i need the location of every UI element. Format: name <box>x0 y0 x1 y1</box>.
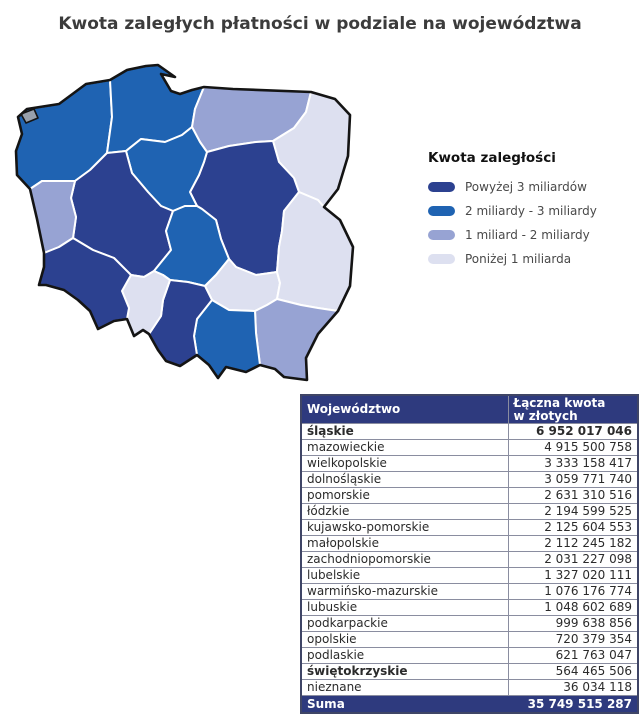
legend-item-label: 1 miliard - 2 miliardy <box>465 228 590 242</box>
legend-title: Kwota zaległości <box>428 150 556 166</box>
table-row: wielkopolskie 3 333 158 417 <box>300 455 639 472</box>
amount-cell: 999 638 856 <box>507 615 639 632</box>
table-row: kujawsko-pomorskie 2 125 604 553 <box>300 519 639 536</box>
table-row: łódzkie 2 194 599 525 <box>300 503 639 520</box>
table-row: zachodniopomorskie 2 031 227 098 <box>300 551 639 568</box>
region-cell: pomorskie <box>300 487 509 504</box>
header-amount-line2: w złotych <box>513 408 578 423</box>
country-outline <box>14 63 355 382</box>
amount-cell: 720 379 354 <box>507 631 639 648</box>
legend-item: Poniżej 1 miliarda <box>428 247 638 271</box>
amount-cell: 1 048 602 689 <box>507 599 639 616</box>
amount-cell: 2 631 310 516 <box>507 487 639 504</box>
island-uznam <box>20 108 39 124</box>
region-cell: kujawsko-pomorskie <box>300 519 509 536</box>
region-cell: dolnośląskie <box>300 471 509 488</box>
legend-item: 2 miliardy - 3 miliardy <box>428 199 638 223</box>
amount-cell: 1 327 020 111 <box>507 567 639 584</box>
region-cell: łódzkie <box>300 503 509 520</box>
table-suma-row: Suma 35 749 515 287 <box>300 695 639 714</box>
table-row: lubuskie 1 048 602 689 <box>300 599 639 616</box>
map-legend: Kwota zaległości Powyżej 3 miliardów 2 mi… <box>428 150 638 271</box>
region-cell: opolskie <box>300 631 509 648</box>
region-cell: podkarpackie <box>300 615 509 632</box>
legend-item-label: Powyżej 3 miliardów <box>465 180 587 194</box>
table-row: śląskie 6 952 017 046 <box>300 423 639 440</box>
legend-item: 1 miliard - 2 miliardy <box>428 223 638 247</box>
region-cell: zachodniopomorskie <box>300 551 509 568</box>
region-cell: podlaskie <box>300 647 509 664</box>
amount-cell: 621 763 047 <box>507 647 639 664</box>
amount-cell: 3 059 771 740 <box>507 471 639 488</box>
suma-label: Suma <box>300 695 509 714</box>
region-cell: wielkopolskie <box>300 455 509 472</box>
amount-cell: 2 112 245 182 <box>507 535 639 552</box>
legend-item-label: Poniżej 1 miliarda <box>465 252 572 266</box>
table-body: śląskie 6 952 017 046 mazowieckie 4 915 500… <box>300 423 639 696</box>
amount-cell: 36 034 118 <box>507 679 639 696</box>
table-row: pomorskie 2 631 310 516 <box>300 487 639 504</box>
table-row: podkarpackie 999 638 856 <box>300 615 639 632</box>
legend-item-label: 2 miliardy - 3 miliardy <box>465 204 597 218</box>
region-cell: mazowieckie <box>300 439 509 456</box>
suma-value: 35 749 515 287 <box>507 695 639 714</box>
legend-swatch <box>428 182 455 192</box>
legend-item: Powyżej 3 miliardów <box>428 175 638 199</box>
amount-cell: 6 952 017 046 <box>507 423 639 440</box>
amount-cell: 2 125 604 553 <box>507 519 639 536</box>
legend-swatch <box>428 206 455 216</box>
region-cell: śląskie <box>300 423 509 440</box>
table-row: podlaskie 621 763 047 <box>300 647 639 664</box>
table-row: opolskie 720 379 354 <box>300 631 639 648</box>
region-cell: lubelskie <box>300 567 509 584</box>
table-row: nieznane 36 034 118 <box>300 679 639 696</box>
region-cell: świętokrzyskie <box>300 663 509 680</box>
amount-cell: 3 333 158 417 <box>507 455 639 472</box>
region-cell: małopolskie <box>300 535 509 552</box>
amount-cell: 2 194 599 525 <box>507 503 639 520</box>
amount-cell: 4 915 500 758 <box>507 439 639 456</box>
table-row: dolnośląskie 3 059 771 740 <box>300 471 639 488</box>
table-row: świętokrzyskie 564 465 506 <box>300 663 639 680</box>
table-row: małopolskie 2 112 245 182 <box>300 535 639 552</box>
region-lubelskie <box>276 191 354 312</box>
table-row: mazowieckie 4 915 500 758 <box>300 439 639 456</box>
poland-map <box>14 63 355 382</box>
legend-swatch <box>428 230 455 240</box>
amount-cell: 1 076 176 774 <box>507 583 639 600</box>
header-region: Województwo <box>300 394 509 424</box>
region-cell: nieznane <box>300 679 509 696</box>
region-cell: lubuskie <box>300 599 509 616</box>
table-row: warmińsko-mazurskie 1 076 176 774 <box>300 583 639 600</box>
amount-cell: 564 465 506 <box>507 663 639 680</box>
voivodeship-table: Województwo Łączna kwota w złotych śląsk… <box>300 394 639 714</box>
header-amount: Łączna kwota w złotych <box>507 394 639 424</box>
header-amount-line1: Łączna kwota <box>513 395 606 410</box>
legend-swatch <box>428 254 455 264</box>
page-title: Kwota zaległych płatności w podziale na … <box>58 14 582 34</box>
table-row: lubelskie 1 327 020 111 <box>300 567 639 584</box>
legend-items: Powyżej 3 miliardów 2 miliardy - 3 miliar… <box>428 175 638 271</box>
region-cell: warmińsko-mazurskie <box>300 583 509 600</box>
amount-cell: 2 031 227 098 <box>507 551 639 568</box>
table-header-row: Województwo Łączna kwota w złotych <box>300 394 639 424</box>
